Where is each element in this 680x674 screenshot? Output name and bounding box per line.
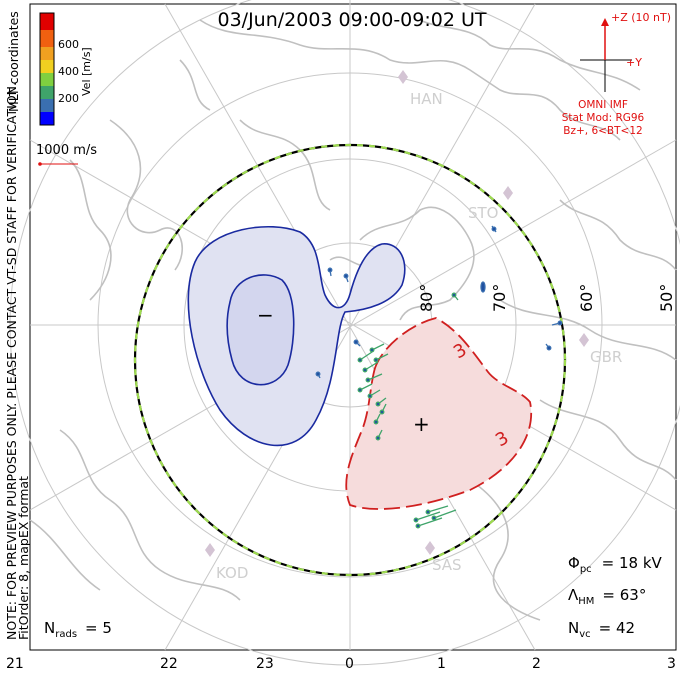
station-han: HAN [398, 70, 443, 108]
svg-text:60°: 60° [577, 284, 596, 312]
map-title: 03/Jun/2003 09:00-09:02 UT [218, 9, 487, 31]
coastlines [29, 19, 677, 621]
mlt-axis: 21 22 23 0 1 2 3 [6, 656, 676, 672]
station-kod: KOD [205, 543, 248, 582]
colorbar-tick-200: 200 [58, 92, 79, 105]
svg-text:HAN: HAN [410, 90, 443, 108]
colorbar-seg-2 [40, 86, 54, 99]
svg-text:SAS: SAS [432, 556, 462, 574]
svg-text:GBR: GBR [590, 348, 622, 366]
negative-cell-marker: − [257, 303, 274, 327]
stats-panel: Φpc = 18 kV ΛHM = 63° Nvc = 42 Nrads = 5 [44, 554, 663, 640]
svg-text:70°: 70° [490, 284, 509, 312]
hmb-boundary-green [133, 143, 567, 577]
imf-y-label: +Y [626, 56, 642, 69]
colorbar-tick-600: 600 [58, 38, 79, 51]
imf-condition: Bz+, 6<BT<12 [563, 125, 642, 137]
colorbar-seg-3 [40, 73, 54, 86]
imf-z-label: +Z (10 nT) [611, 11, 671, 24]
scale-vector: 1000 m/s [36, 143, 97, 166]
svg-text:80°: 80° [417, 284, 436, 312]
mlt-tick-22: 22 [160, 656, 178, 672]
velocity-colorbar: 600 400 200 Vel [m/s] [39, 12, 93, 126]
scale-vector-label: 1000 m/s [36, 143, 97, 158]
station-sto: STO [468, 186, 513, 222]
svg-text:50°: 50° [657, 284, 676, 312]
mlt-tick-0: 0 [345, 656, 354, 672]
mlt-tick-21: 21 [6, 656, 24, 672]
imf-dial: +Z (10 nT) +Y OMNI IMF Stat Mod: RG96 Bz… [562, 11, 671, 137]
mlt-tick-2: 2 [532, 656, 541, 672]
svg-text:KOD: KOD [216, 564, 248, 582]
colorbar-seg-5 [40, 47, 54, 60]
mlt-tick-1: 1 [437, 656, 446, 672]
stat-n-vc: Nvc = 42 [568, 619, 635, 640]
station-gbr: GBR [579, 333, 622, 366]
preview-note: NOTE: FOR PREVIEW PURPOSES ONLY. PLEASE … [4, 82, 19, 640]
colorbar-seg-1 [40, 99, 54, 112]
fit-order-note: FitOrder: 8, mapEX format [16, 476, 31, 640]
positive-cell: + 3 3 [345, 317, 533, 510]
stat-lambda-hm: ΛHM = 63° [568, 586, 646, 607]
imf-source: OMNI IMF [578, 99, 628, 111]
mlt-tick-23: 23 [256, 656, 274, 672]
coord-label: MLT coordinates [6, 11, 21, 112]
imf-model: Stat Mod: RG96 [562, 112, 645, 124]
stat-phi-pc: Φpc = 18 kV [568, 554, 663, 575]
radar-stations: HAN STO GBR KOD SAS [205, 70, 622, 582]
station-sas: SAS [425, 541, 462, 574]
colorbar-seg-4 [40, 60, 54, 73]
mlt-tick-3: 3 [667, 656, 676, 672]
colorbar-seg-7 [40, 13, 54, 30]
latitude-labels: 80° 70° 60° 50° [417, 284, 676, 312]
colorbar-tick-400: 400 [58, 65, 79, 78]
grid-lines [9, 0, 680, 666]
colorbar-seg-0 [40, 112, 54, 125]
colorbar-label: Vel [m/s] [80, 47, 93, 96]
colorbar-seg-6 [40, 30, 54, 47]
negative-cell: − [187, 226, 406, 447]
plot-frame [29, 3, 677, 651]
velocity-vectors [315, 225, 563, 529]
positive-cell-marker: + [413, 412, 430, 436]
svg-text:STO: STO [468, 204, 499, 222]
stat-n-rads: Nrads = 5 [44, 619, 112, 640]
